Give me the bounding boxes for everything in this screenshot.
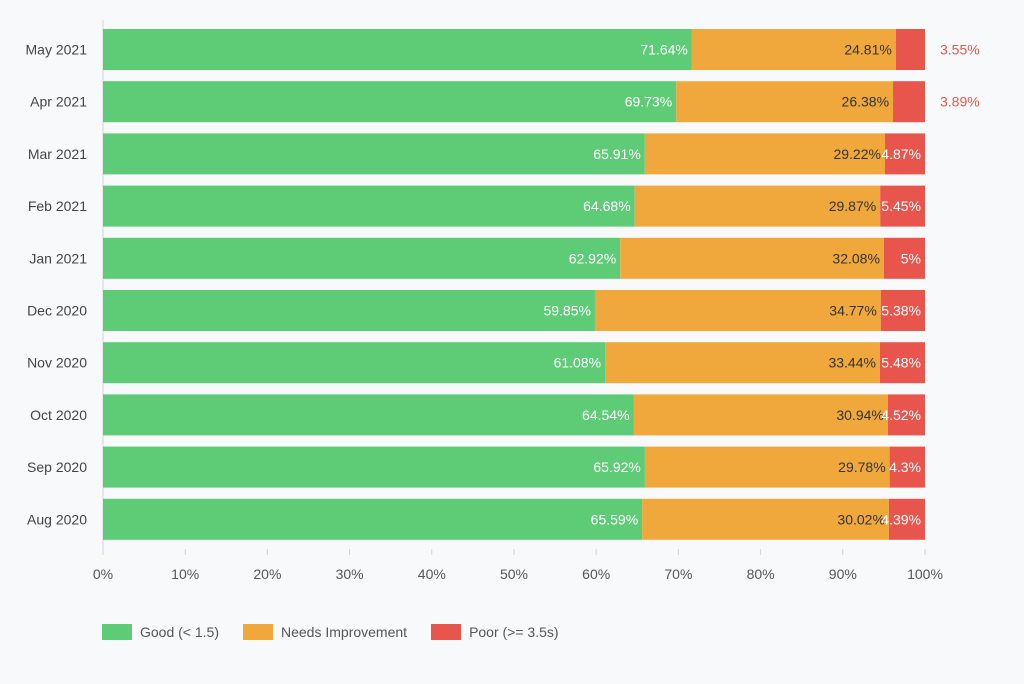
y-tick-label: Apr 2021: [30, 94, 87, 110]
legend-swatch-poor: [431, 624, 462, 640]
bar-good: [103, 81, 677, 123]
bar-poor: [888, 498, 925, 540]
x-tick-label: 30%: [336, 566, 364, 582]
data-label-poor: 4.87%: [881, 146, 921, 162]
bar-needs-improvement: [676, 81, 894, 123]
data-label-poor: 3.55%: [940, 42, 980, 58]
legend-swatch-good: [102, 624, 132, 640]
legend-label-needs-improvement: Needs Improvement: [281, 624, 408, 640]
x-tick-label: 80%: [747, 566, 775, 582]
bar-poor: [889, 446, 925, 488]
bar-needs-improvement: [644, 446, 890, 488]
data-label-poor: 4.39%: [881, 511, 921, 527]
x-tick-label: 50%: [500, 566, 528, 582]
data-label-needs-improvement: 32.08%: [832, 250, 879, 266]
x-tick-label: 10%: [171, 566, 199, 582]
bar-good: [103, 446, 645, 488]
data-label-good: 61.08%: [554, 355, 601, 371]
bar-needs-improvement: [691, 29, 896, 70]
x-tick-label: 70%: [664, 566, 692, 582]
data-label-good: 65.91%: [593, 146, 640, 162]
bar-poor: [880, 290, 925, 331]
bar-good: [103, 394, 634, 436]
legend-item-good: Good (< 1.5): [102, 624, 219, 640]
data-label-good: 65.92%: [593, 459, 640, 475]
x-tick-label: 90%: [829, 566, 857, 582]
bar-needs-improvement: [620, 237, 884, 279]
bar-poor: [880, 185, 925, 227]
bar-good: [103, 498, 643, 540]
bar-good: [103, 29, 692, 70]
data-label-poor: 5.45%: [881, 198, 921, 214]
bar-needs-improvement: [634, 185, 881, 227]
data-label-needs-improvement: 30.02%: [837, 511, 884, 527]
data-label-good: 64.68%: [583, 198, 630, 214]
data-label-needs-improvement: 29.22%: [833, 146, 880, 162]
bar-good: [103, 185, 635, 227]
data-label-needs-improvement: 29.87%: [829, 198, 876, 214]
legend-label-poor: Poor (>= 3.5s): [469, 624, 559, 640]
bar-poor: [893, 81, 925, 123]
bar-poor: [879, 342, 925, 384]
bar-needs-improvement: [605, 342, 880, 384]
data-label-needs-improvement: 30.94%: [836, 407, 883, 423]
y-tick-label: Feb 2021: [28, 198, 87, 214]
y-tick-label: Dec 2020: [27, 303, 87, 319]
bar-good: [103, 290, 595, 331]
data-label-needs-improvement: 26.38%: [842, 94, 889, 110]
x-tick-label: 20%: [253, 566, 281, 582]
legend-item-needs-improvement: Needs Improvement: [243, 624, 407, 640]
data-label-needs-improvement: 33.44%: [828, 355, 875, 371]
data-label-poor: 4.3%: [889, 459, 921, 475]
bar-needs-improvement: [644, 133, 885, 175]
legend-swatch-needs-improvement: [243, 624, 273, 640]
data-label-needs-improvement: 34.77%: [829, 303, 876, 319]
data-label-poor: 3.89%: [940, 94, 980, 110]
y-tick-label: May 2021: [26, 42, 88, 58]
y-tick-label: Oct 2020: [30, 407, 87, 423]
data-label-good: 69.73%: [625, 94, 672, 110]
legend-label-good: Good (< 1.5): [140, 624, 219, 640]
bar-needs-improvement: [594, 290, 881, 331]
x-tick-label: 40%: [418, 566, 446, 582]
y-tick-label: Jan 2021: [29, 250, 87, 266]
bar-poor: [895, 29, 925, 70]
y-tick-label: Mar 2021: [28, 146, 87, 162]
y-tick-label: Sep 2020: [27, 459, 87, 475]
legend-item-poor: Poor (>= 3.5s): [431, 624, 559, 640]
legend: Good (< 1.5) Needs Improvement Poor (>= …: [102, 624, 559, 640]
x-tick-label: 100%: [907, 566, 943, 582]
y-tick-label: Aug 2020: [27, 511, 87, 527]
bar-poor: [883, 237, 925, 279]
data-label-good: 71.64%: [640, 42, 687, 58]
data-label-good: 64.54%: [582, 407, 629, 423]
data-label-good: 59.85%: [543, 303, 590, 319]
bar-good: [103, 133, 645, 175]
bar-good: [103, 342, 606, 384]
data-label-good: 62.92%: [569, 250, 616, 266]
data-label-needs-improvement: 24.81%: [844, 42, 891, 58]
data-label-poor: 5%: [901, 250, 921, 266]
x-tick-label: 0%: [93, 566, 113, 582]
bar-needs-improvement: [633, 394, 888, 436]
data-label-needs-improvement: 29.78%: [838, 459, 885, 475]
bar-needs-improvement: [642, 498, 889, 540]
bar-poor: [887, 394, 925, 436]
x-tick-label: 60%: [582, 566, 610, 582]
data-label-poor: 4.52%: [881, 407, 921, 423]
y-tick-label: Nov 2020: [27, 355, 87, 371]
bar-poor: [884, 133, 925, 175]
data-label-poor: 5.48%: [881, 355, 921, 371]
data-label-good: 65.59%: [591, 511, 638, 527]
bar-good: [103, 237, 621, 279]
data-label-poor: 5.38%: [881, 303, 921, 319]
